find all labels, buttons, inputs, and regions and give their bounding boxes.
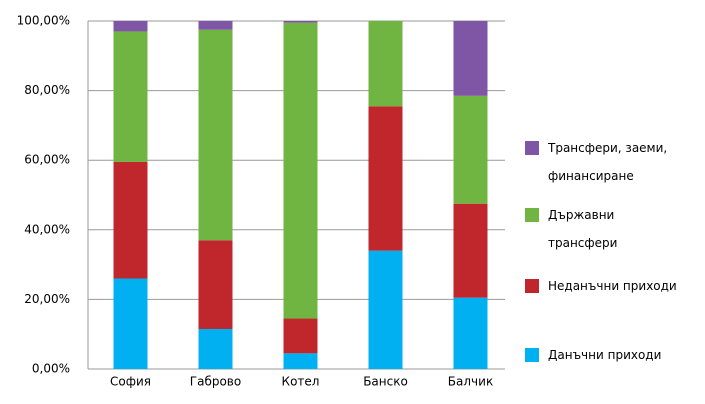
bar-segment bbox=[113, 21, 148, 32]
legend-item: Трансфери, заеми, финансиране bbox=[525, 134, 700, 190]
bar-segment bbox=[198, 328, 233, 369]
bar-segment bbox=[283, 22, 318, 319]
x-tick-label: Котел bbox=[282, 375, 320, 389]
legend-label: Държавни трансфери bbox=[548, 208, 618, 250]
legend-label: Трансфери, заеми, финансиране bbox=[548, 141, 668, 183]
bar-segment bbox=[283, 318, 318, 354]
bar-segment bbox=[113, 31, 148, 162]
bar-segment bbox=[198, 21, 233, 30]
bar-segment bbox=[453, 203, 488, 298]
x-tick-label: Банско bbox=[363, 375, 408, 389]
legend-item: Неданъчни приходи bbox=[525, 272, 700, 300]
bar-segment bbox=[113, 161, 148, 279]
bar-segment bbox=[453, 95, 488, 204]
legend-label: Данъчни приходи bbox=[548, 348, 662, 362]
y-tick-label: 100,00% bbox=[17, 14, 70, 28]
y-tick-label: 60,00% bbox=[24, 153, 70, 167]
bar-segment bbox=[368, 106, 403, 251]
bar-segment bbox=[113, 278, 148, 369]
bar-segment bbox=[368, 250, 403, 369]
bar-segment bbox=[453, 21, 488, 96]
legend-swatch bbox=[525, 208, 539, 222]
bar-segment bbox=[368, 21, 403, 107]
legend-label: Неданъчни приходи bbox=[548, 279, 677, 293]
y-tick-label: 0,00% bbox=[32, 362, 70, 376]
x-tick-label: Балчик bbox=[448, 375, 493, 389]
bar-segment bbox=[453, 297, 488, 369]
legend-swatch bbox=[525, 279, 539, 293]
legend-item: Данъчни приходи bbox=[525, 341, 700, 369]
y-tick-label: 80,00% bbox=[24, 83, 70, 97]
x-tick-label: София bbox=[110, 375, 151, 389]
bar-segment bbox=[198, 29, 233, 241]
legend-swatch bbox=[525, 141, 539, 155]
y-tick-label: 20,00% bbox=[24, 292, 70, 306]
bar-segment bbox=[283, 353, 318, 369]
x-tick-label: Габрово bbox=[190, 375, 241, 389]
legend-item: Държавни трансфери bbox=[525, 201, 700, 257]
bar-segment bbox=[283, 21, 318, 23]
y-tick-label: 40,00% bbox=[24, 222, 70, 236]
bar-segment bbox=[198, 240, 233, 329]
legend-swatch bbox=[525, 348, 539, 362]
